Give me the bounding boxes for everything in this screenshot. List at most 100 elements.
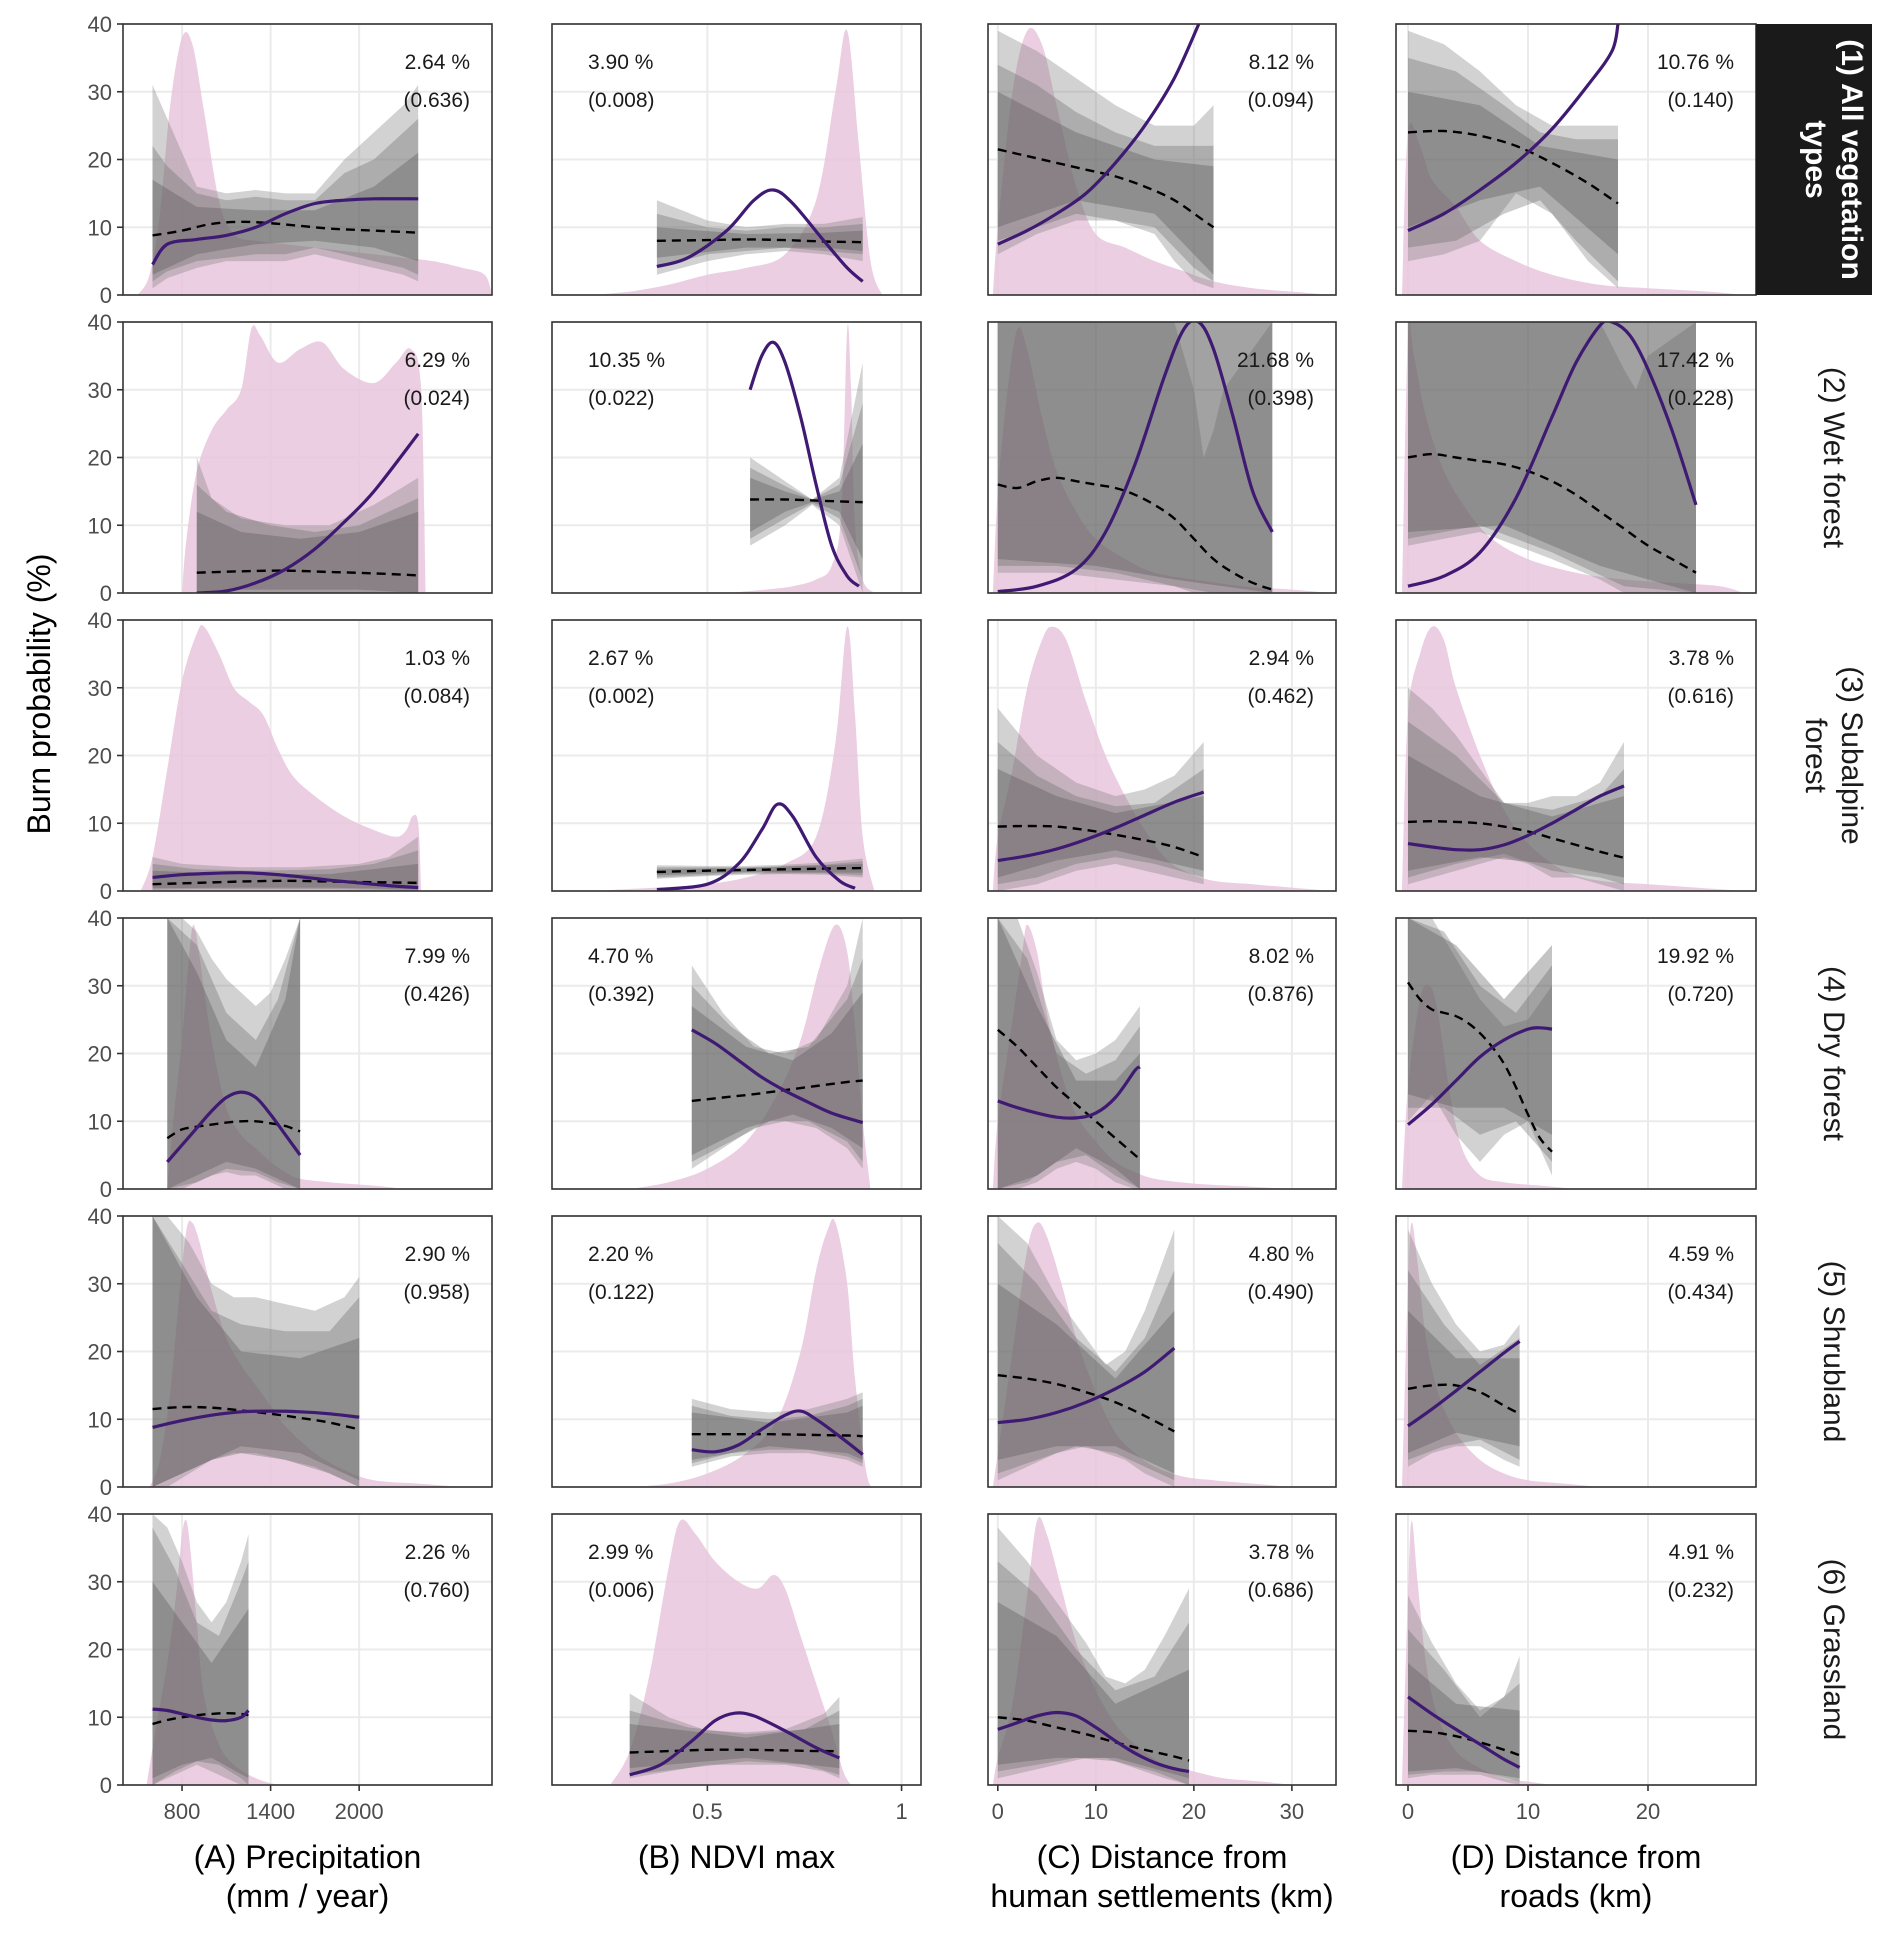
confidence-band-middle	[196, 484, 419, 593]
dashed-curve	[196, 569, 419, 577]
panel-frame	[551, 1215, 922, 1488]
panel-content	[590, 29, 883, 295]
panel-b-4: 4.70 % (0.392)	[551, 917, 922, 1190]
solid-curve	[691, 1028, 864, 1125]
solid-curve	[1407, 1695, 1521, 1769]
confidence-band-outer	[629, 1693, 840, 1779]
p-value-annotation: (0.122)	[588, 1281, 655, 1304]
dashed-curve	[691, 1432, 863, 1438]
solid-curve	[997, 322, 1274, 593]
confidence-band-middle	[656, 213, 863, 268]
panel-content	[1402, 1222, 1600, 1487]
confidence-band-middle	[152, 118, 419, 282]
panel-content	[149, 1216, 463, 1487]
density-area	[726, 323, 875, 593]
density-area	[1402, 122, 1744, 295]
solid-curve	[656, 188, 864, 283]
panel-content	[1402, 322, 1744, 593]
confidence-band-outer	[1408, 322, 1696, 593]
x-tick-label: 1400	[246, 1799, 295, 1824]
y-tick-label: 0	[100, 1773, 112, 1798]
panel-content	[146, 1514, 278, 1785]
percent-annotation: 10.35 %	[588, 349, 665, 372]
confidence-band-middle	[1408, 918, 1552, 1162]
p-value-annotation: (0.002)	[588, 685, 655, 708]
confidence-band-inner	[1408, 918, 1552, 1135]
density-area	[590, 626, 875, 891]
confidence-band-middle	[629, 1710, 840, 1775]
y-tick-label: 20	[88, 1340, 112, 1365]
percent-annotation: 3.90 %	[588, 51, 653, 74]
y-tick-label: 40	[88, 1204, 112, 1229]
percent-annotation: 8.02 %	[1249, 945, 1314, 968]
panel-content	[629, 1218, 875, 1487]
y-tick-label: 30	[88, 80, 112, 105]
p-value-annotation: (0.434)	[1667, 1281, 1734, 1304]
panel-d-1: 10.76 % (0.140)	[1395, 23, 1757, 296]
density-area	[992, 1222, 1292, 1487]
density-area	[992, 326, 1332, 593]
x-tick-label: 20	[1182, 1799, 1206, 1824]
row-strip-label: (3) Subalpine	[1835, 666, 1868, 844]
dashed-curve	[997, 148, 1215, 229]
solid-curve	[152, 871, 419, 890]
x-tick-label: 2000	[335, 1799, 384, 1824]
percent-annotation: 2.20 %	[588, 1243, 653, 1266]
dashed-curve	[152, 1405, 360, 1431]
solid-curve	[152, 1409, 360, 1429]
percent-annotation: 4.70 %	[588, 945, 653, 968]
confidence-band-middle	[997, 322, 1273, 593]
panel-d-2: 17.42 % (0.228)	[1395, 321, 1757, 594]
y-tick-label: 10	[88, 1109, 112, 1134]
density-area	[992, 626, 1332, 891]
y-tick-label: 20	[88, 744, 112, 769]
p-value-annotation: (0.760)	[403, 1579, 470, 1602]
row-strip-label: (2) Wet forest	[1817, 367, 1850, 549]
panel-frame	[987, 619, 1337, 892]
row-strip-label: types	[1799, 120, 1832, 198]
density-area	[146, 1519, 278, 1785]
solid-curve	[748, 340, 860, 588]
p-value-annotation: (0.876)	[1247, 983, 1314, 1006]
density-area	[629, 1218, 875, 1487]
confidence-band-middle	[1408, 1629, 1520, 1782]
y-tick-label: 40	[88, 1502, 112, 1527]
x-axis-title-d: (D) Distance from	[1451, 1839, 1702, 1875]
dashed-curve	[656, 238, 863, 244]
y-tick-label: 30	[88, 1272, 112, 1297]
p-value-annotation: (0.084)	[403, 685, 470, 708]
y-tick-label: 10	[88, 513, 112, 538]
panel-frame	[551, 1513, 922, 1786]
panel-frame	[551, 23, 922, 296]
panel-b-1: 3.90 % (0.008)	[551, 23, 922, 296]
panel-content	[992, 1517, 1292, 1785]
percent-annotation: 19.92 %	[1657, 945, 1734, 968]
confidence-band-middle	[1408, 57, 1618, 282]
density-area	[992, 1517, 1292, 1785]
confidence-band-inner	[997, 322, 1273, 593]
x-axis-title-c: human settlements (km)	[990, 1878, 1333, 1914]
confidence-band-inner	[997, 1602, 1189, 1779]
density-area	[992, 924, 1292, 1189]
y-tick-label: 30	[88, 676, 112, 701]
x-axis-title-d: roads (km)	[1500, 1878, 1653, 1914]
p-value-annotation: (0.094)	[1247, 89, 1314, 112]
percent-annotation: 10.76 %	[1657, 51, 1734, 74]
confidence-band-inner	[997, 1283, 1175, 1474]
confidence-band-inner	[656, 227, 863, 258]
confidence-band-inner	[1408, 322, 1696, 593]
p-value-annotation: (0.398)	[1247, 387, 1314, 410]
confidence-band-middle	[691, 958, 863, 1162]
panel-content	[182, 325, 426, 593]
solid-curve	[691, 1409, 864, 1456]
dashed-curve	[997, 824, 1205, 859]
dashed-curve	[629, 1748, 840, 1754]
panel-content	[137, 31, 492, 295]
row-strip-label: (5) Shrubland	[1817, 1261, 1850, 1443]
panel-content	[1402, 626, 1744, 891]
p-value-annotation: (0.462)	[1247, 685, 1314, 708]
panel-d-3: 3.78 % (0.616)	[1395, 619, 1757, 892]
solid-curve	[656, 802, 856, 891]
y-tick-label: 40	[88, 12, 112, 37]
density-area	[140, 625, 422, 891]
